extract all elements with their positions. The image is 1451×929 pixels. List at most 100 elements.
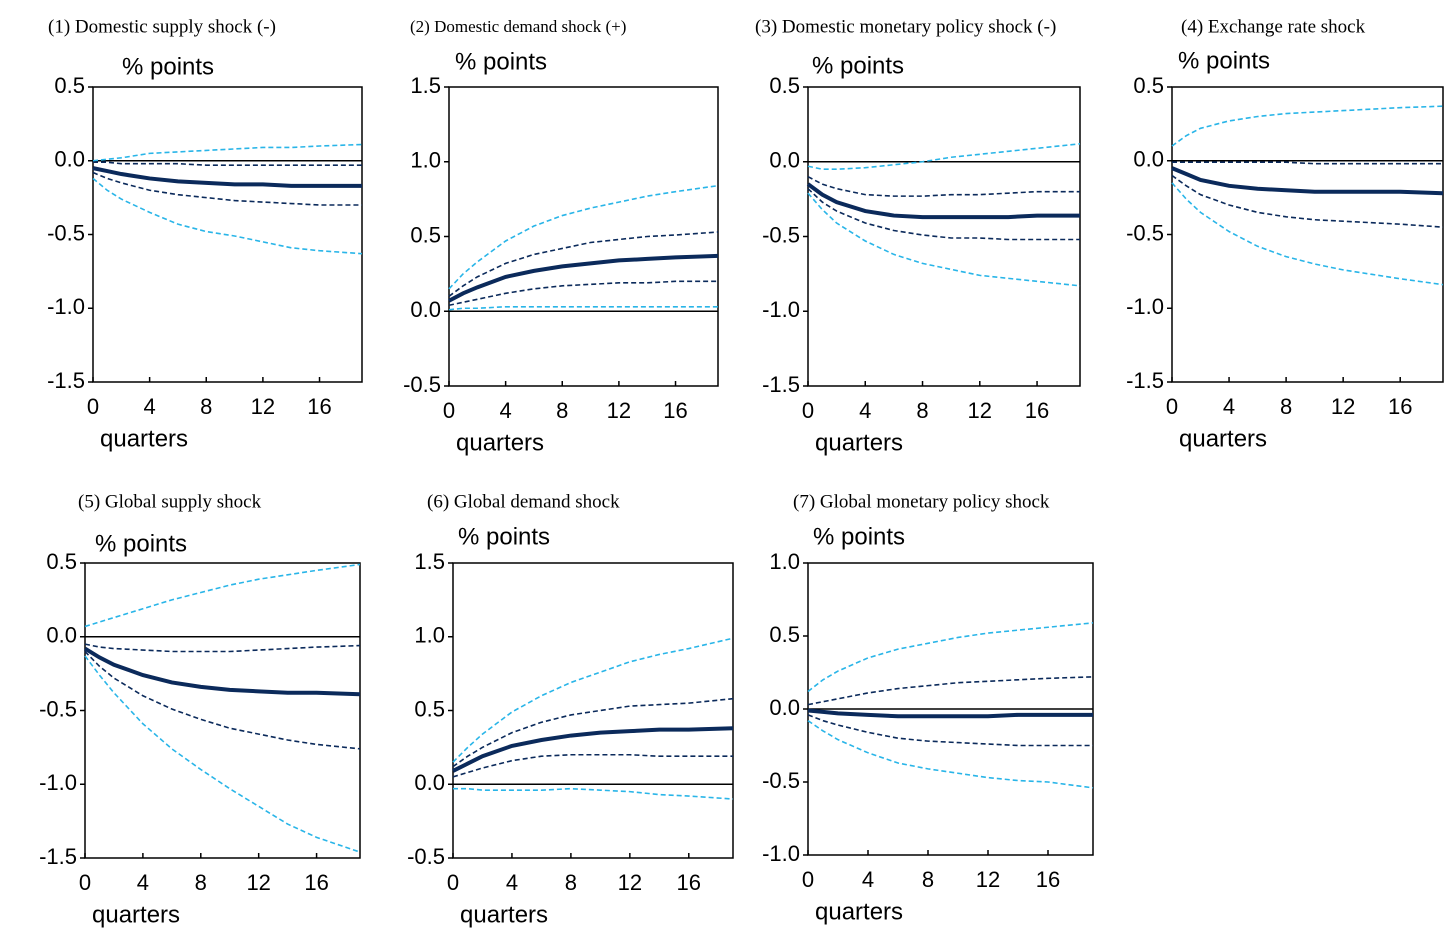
band-line: [807, 720, 1094, 789]
x-axis-label: quarters: [92, 901, 180, 928]
panel: (4) Exchange rate shock % points quarters 0…: [1126, 16, 1444, 452]
y-tick-label: -0.5: [407, 844, 445, 869]
x-tick-label: 16: [1025, 398, 1049, 423]
band-line: [453, 787, 734, 800]
x-tick-label: 8: [565, 870, 577, 895]
band-line: [807, 714, 1093, 747]
x-axis-label: quarters: [1179, 425, 1267, 452]
band-line: [92, 177, 363, 255]
y-tick-label: -1.0: [762, 841, 800, 866]
x-tick-label: 12: [968, 398, 992, 423]
y-tick-label: 1.0: [410, 148, 441, 173]
band-line: [1171, 182, 1444, 286]
band-line: [1171, 174, 1444, 228]
y-tick-label: -0.5: [762, 768, 800, 793]
panel-title: (6) Global demand shock: [427, 491, 620, 512]
x-tick-label: 12: [246, 870, 270, 895]
x-tick-label: 0: [447, 870, 459, 895]
y-tick-label: 0.5: [410, 222, 441, 247]
y-tick-label: -0.5: [762, 222, 800, 247]
y-tick-label: 1.0: [414, 623, 445, 648]
median-line: [83, 646, 361, 697]
x-tick-label: 0: [443, 398, 455, 423]
band-line: [452, 753, 733, 778]
band-line: [84, 655, 361, 853]
band-line: [1171, 105, 1444, 147]
y-tick-label: -1.0: [762, 297, 800, 322]
y-tick-label: 0.5: [54, 73, 85, 98]
x-tick-label: 12: [618, 870, 642, 895]
x-tick-label: 12: [251, 394, 275, 419]
plot-frame: [807, 86, 1081, 387]
y-tick-label: 0.0: [54, 147, 85, 172]
plot-frame: [448, 86, 719, 387]
band-line: [807, 676, 1094, 706]
x-tick-label: 16: [1036, 867, 1060, 892]
y-tick-label: 0.5: [1133, 73, 1164, 98]
x-tick-label: 8: [200, 394, 212, 419]
y-tick-label: 0.0: [46, 623, 77, 648]
y-axis-label: % points: [122, 53, 214, 80]
x-tick-label: 8: [922, 867, 934, 892]
y-tick-label: 0.0: [769, 148, 800, 173]
band-line: [1172, 161, 1443, 165]
x-tick-label: 16: [1388, 394, 1412, 419]
y-tick-label: 1.5: [414, 549, 445, 574]
plot-frame: [1171, 86, 1444, 383]
y-tick-label: 0.5: [769, 622, 800, 647]
y-axis-label: % points: [813, 523, 905, 550]
panel: (3) Domestic monetary policy shock (-) % …: [755, 16, 1081, 456]
y-tick-label: 1.0: [769, 549, 800, 574]
x-tick-label: 4: [862, 867, 874, 892]
panel: (5) Global supply shock% pointsquarters0…: [39, 491, 361, 928]
x-tick-label: 8: [556, 398, 568, 423]
x-tick-label: 4: [500, 398, 512, 423]
x-tick-label: 16: [677, 870, 701, 895]
x-axis-label: quarters: [815, 429, 903, 456]
y-tick-label: -1.0: [1126, 294, 1164, 319]
y-tick-label: 0.0: [769, 695, 800, 720]
band-line: [448, 231, 719, 297]
y-tick-label: 0.0: [1133, 147, 1164, 172]
x-tick-label: 12: [1331, 394, 1355, 419]
band-line: [807, 143, 1081, 171]
y-tick-label: -0.5: [1126, 220, 1164, 245]
x-tick-label: 16: [663, 398, 687, 423]
panel-title: (4) Exchange rate shock: [1181, 16, 1366, 37]
x-tick-label: 12: [607, 398, 631, 423]
band-line: [807, 192, 1081, 287]
x-tick-label: 4: [506, 870, 518, 895]
y-tick-label: -1.0: [39, 770, 77, 795]
y-axis-label: % points: [455, 48, 547, 75]
y-tick-label: 0.5: [769, 73, 800, 98]
panel-title: (7) Global monetary policy shock: [793, 491, 1050, 512]
band-line: [448, 280, 718, 307]
x-axis-label: quarters: [815, 898, 903, 925]
plot-frame: [452, 562, 734, 859]
y-axis-label: % points: [458, 523, 550, 550]
y-tick-label: -0.5: [403, 372, 441, 397]
panel: (2) Domestic demand shock (+) % points qua…: [403, 17, 719, 456]
band-line: [84, 563, 361, 628]
x-tick-label: 16: [304, 870, 328, 895]
band-line: [92, 143, 363, 162]
y-tick-label: 0.5: [414, 696, 445, 721]
x-tick-label: 8: [195, 870, 207, 895]
band-line: [452, 637, 734, 763]
median-line: [806, 182, 1080, 220]
y-tick-label: -1.0: [47, 294, 85, 319]
panel-title: (5) Global supply shock: [78, 491, 262, 512]
y-tick-label: -0.5: [39, 696, 77, 721]
x-tick-label: 8: [916, 398, 928, 423]
x-tick-label: 4: [1223, 394, 1235, 419]
band-line: [93, 161, 362, 166]
y-axis-label: % points: [1178, 47, 1270, 74]
x-axis-label: quarters: [100, 425, 188, 452]
y-tick-label: -1.5: [1126, 368, 1164, 393]
band-line: [92, 171, 362, 206]
x-tick-label: 4: [144, 394, 156, 419]
median-line: [807, 708, 1093, 719]
plot-frame: [92, 86, 363, 383]
y-tick-label: 0.0: [414, 770, 445, 795]
